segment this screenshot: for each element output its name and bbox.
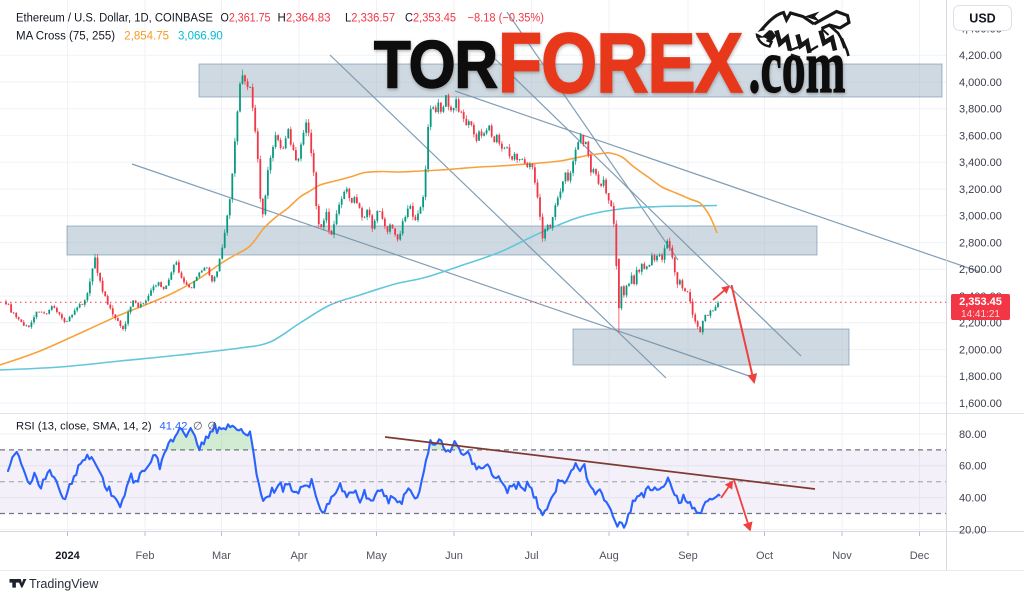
svg-text:60.00: 60.00	[959, 461, 987, 473]
svg-text:80.00: 80.00	[959, 429, 987, 441]
svg-text:Nov: Nov	[832, 550, 852, 562]
svg-text:2024: 2024	[55, 550, 80, 562]
svg-text:C2,353.45: C2,353.45	[405, 12, 456, 24]
svg-text:2,353.45: 2,353.45	[959, 296, 1002, 308]
svg-text:3,000.00: 3,000.00	[959, 211, 1002, 223]
svg-text:Mar: Mar	[212, 550, 231, 562]
svg-text:Aug: Aug	[599, 550, 619, 562]
svg-text:TOR: TOR	[374, 28, 498, 103]
svg-text:3,200.00: 3,200.00	[959, 184, 1002, 196]
svg-text:41.42: 41.42	[160, 420, 188, 432]
svg-text:MA Cross (75, 255): MA Cross (75, 255)	[16, 30, 115, 42]
svg-text:May: May	[366, 550, 387, 562]
svg-text:Feb: Feb	[136, 550, 155, 562]
svg-text:FOREX: FOREX	[498, 16, 743, 110]
svg-text:Jun: Jun	[445, 550, 463, 562]
svg-text:2,600.00: 2,600.00	[959, 264, 1002, 276]
svg-text:4,000.00: 4,000.00	[959, 77, 1002, 89]
svg-text:USD: USD	[969, 12, 995, 26]
svg-text:2,200.00: 2,200.00	[959, 318, 1002, 330]
svg-text:3,400.00: 3,400.00	[959, 157, 1002, 169]
svg-text:RSI (13, close, SMA, 14, 2): RSI (13, close, SMA, 14, 2)	[16, 420, 152, 432]
svg-text:Ethereum / U.S. Dollar, 1D, CO: Ethereum / U.S. Dollar, 1D, COINBASE	[16, 12, 213, 24]
svg-text:20.00: 20.00	[959, 524, 987, 536]
svg-text:O2,361.75: O2,361.75	[221, 12, 271, 24]
svg-text:40.00: 40.00	[959, 493, 987, 505]
svg-text:3,800.00: 3,800.00	[959, 104, 1002, 116]
svg-text:Sep: Sep	[678, 550, 698, 562]
svg-text:3,066.90: 3,066.90	[178, 30, 223, 42]
svg-text:L2,336.57: L2,336.57	[345, 12, 395, 24]
svg-text:−8.18 (−0.35%): −8.18 (−0.35%)	[468, 12, 545, 24]
svg-text:∅: ∅	[193, 420, 203, 432]
svg-text:Apr: Apr	[290, 550, 307, 562]
svg-text:3,600.00: 3,600.00	[959, 131, 1002, 143]
svg-text:14:41:21: 14:41:21	[961, 309, 1000, 320]
svg-text:H2,364.83: H2,364.83	[278, 12, 331, 24]
svg-text:2,800.00: 2,800.00	[959, 238, 1002, 250]
svg-text:TradingView: TradingView	[29, 577, 99, 591]
svg-text:∅: ∅	[208, 420, 218, 432]
svg-text:2,000.00: 2,000.00	[959, 344, 1002, 356]
svg-text:2,854.75: 2,854.75	[124, 30, 169, 42]
svg-text:1,600.00: 1,600.00	[959, 398, 1002, 410]
svg-text:Oct: Oct	[756, 550, 773, 562]
svg-text:Dec: Dec	[910, 550, 930, 562]
svg-text:4,200.00: 4,200.00	[959, 50, 1002, 62]
svg-text:Jul: Jul	[524, 550, 538, 562]
svg-text:1,800.00: 1,800.00	[959, 371, 1002, 383]
